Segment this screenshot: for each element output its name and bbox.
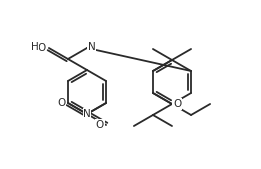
Text: O: O [58,98,66,108]
Text: O: O [38,43,46,53]
Text: O: O [96,120,104,130]
Text: H: H [31,42,39,52]
Text: O: O [173,99,181,109]
Text: N: N [83,109,91,119]
Text: N: N [88,42,96,52]
